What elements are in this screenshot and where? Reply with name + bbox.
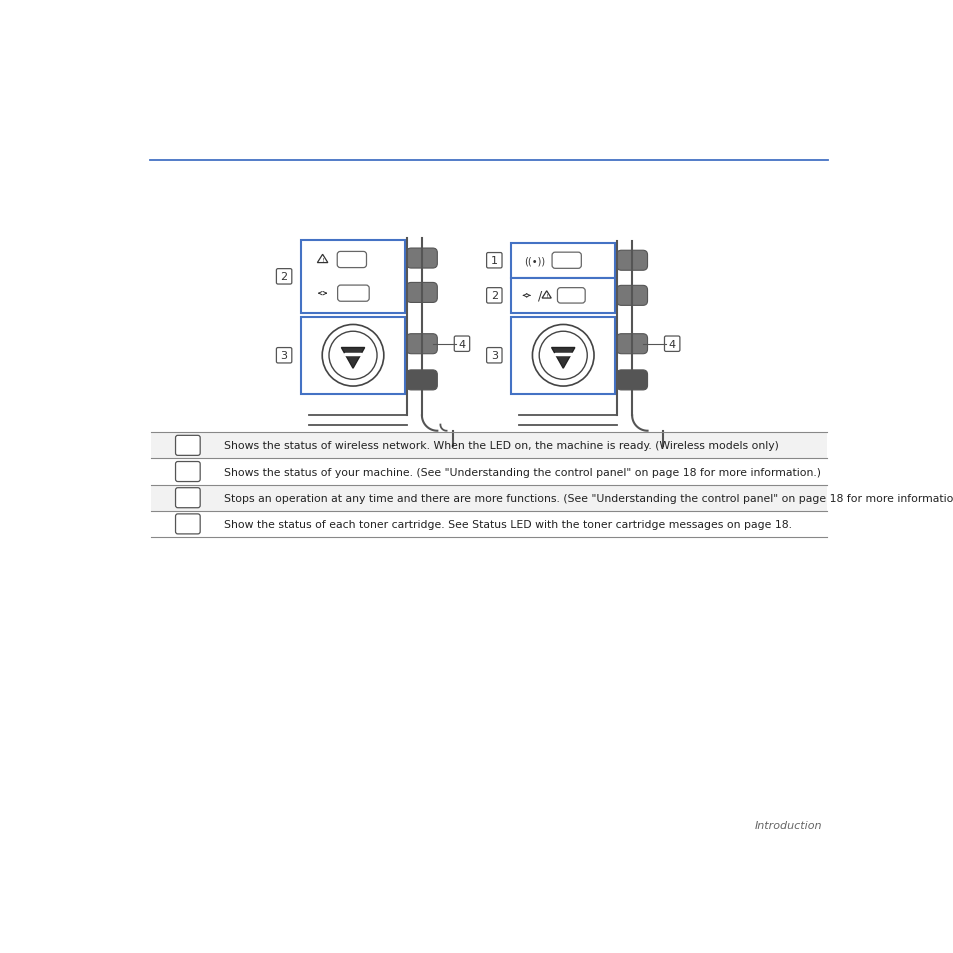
FancyBboxPatch shape bbox=[664, 336, 679, 352]
Text: Shows the status of wireless network. When the LED on, the machine is ready. (Wi: Shows the status of wireless network. Wh… bbox=[224, 441, 778, 451]
Polygon shape bbox=[341, 348, 364, 369]
Polygon shape bbox=[317, 255, 328, 263]
FancyBboxPatch shape bbox=[486, 253, 501, 269]
FancyBboxPatch shape bbox=[616, 286, 647, 306]
Circle shape bbox=[329, 332, 376, 380]
Bar bbox=[151, 433, 826, 459]
Text: Stops an operation at any time and there are more functions. (See "Understanding: Stops an operation at any time and there… bbox=[224, 494, 953, 503]
FancyBboxPatch shape bbox=[336, 253, 366, 269]
FancyBboxPatch shape bbox=[276, 270, 292, 285]
FancyBboxPatch shape bbox=[276, 348, 292, 364]
FancyBboxPatch shape bbox=[175, 515, 200, 535]
FancyBboxPatch shape bbox=[175, 488, 200, 508]
FancyBboxPatch shape bbox=[454, 336, 469, 352]
Polygon shape bbox=[541, 292, 551, 298]
Bar bbox=[301, 240, 405, 314]
Polygon shape bbox=[551, 348, 575, 369]
FancyBboxPatch shape bbox=[406, 371, 436, 391]
FancyBboxPatch shape bbox=[406, 283, 436, 303]
Text: /: / bbox=[537, 290, 541, 302]
FancyBboxPatch shape bbox=[486, 348, 501, 364]
FancyBboxPatch shape bbox=[616, 335, 647, 355]
Text: 2: 2 bbox=[280, 272, 288, 282]
Text: Shows the status of your machine. (See "Understanding the control panel" on page: Shows the status of your machine. (See "… bbox=[224, 467, 821, 477]
Circle shape bbox=[532, 325, 594, 387]
FancyBboxPatch shape bbox=[552, 253, 580, 269]
Text: Show the status of each toner cartridge. See Status LED with the toner cartridge: Show the status of each toner cartridge.… bbox=[224, 519, 791, 529]
FancyBboxPatch shape bbox=[557, 289, 584, 304]
Text: 2: 2 bbox=[490, 291, 497, 301]
Text: Introduction: Introduction bbox=[754, 821, 821, 830]
Text: 3: 3 bbox=[280, 351, 287, 361]
FancyBboxPatch shape bbox=[175, 436, 200, 456]
Circle shape bbox=[538, 332, 587, 380]
Text: 3: 3 bbox=[490, 351, 497, 361]
FancyBboxPatch shape bbox=[406, 249, 436, 269]
Bar bbox=[151, 459, 826, 485]
Bar bbox=[511, 317, 615, 395]
Bar bbox=[151, 511, 826, 537]
Bar bbox=[301, 317, 405, 395]
FancyBboxPatch shape bbox=[337, 286, 369, 302]
Text: 4: 4 bbox=[668, 339, 675, 350]
Text: 4: 4 bbox=[458, 339, 465, 350]
FancyBboxPatch shape bbox=[616, 371, 647, 391]
Bar bbox=[151, 485, 826, 511]
Text: !: ! bbox=[321, 258, 324, 263]
Bar bbox=[511, 243, 615, 278]
FancyBboxPatch shape bbox=[175, 462, 200, 482]
Circle shape bbox=[322, 325, 383, 387]
Text: 1: 1 bbox=[490, 256, 497, 266]
FancyBboxPatch shape bbox=[406, 335, 436, 355]
Bar bbox=[511, 278, 615, 314]
FancyBboxPatch shape bbox=[486, 289, 501, 304]
Text: ((•)): ((•)) bbox=[523, 256, 544, 266]
FancyBboxPatch shape bbox=[616, 251, 647, 271]
Text: !: ! bbox=[545, 294, 547, 299]
